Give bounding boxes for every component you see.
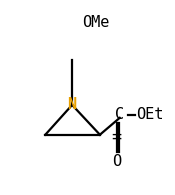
- Text: OMe: OMe: [82, 15, 109, 30]
- Text: O: O: [112, 154, 121, 169]
- Text: N: N: [68, 98, 77, 113]
- Text: OEt: OEt: [137, 107, 164, 122]
- Text: C: C: [115, 107, 124, 122]
- Text: =: =: [111, 128, 121, 146]
